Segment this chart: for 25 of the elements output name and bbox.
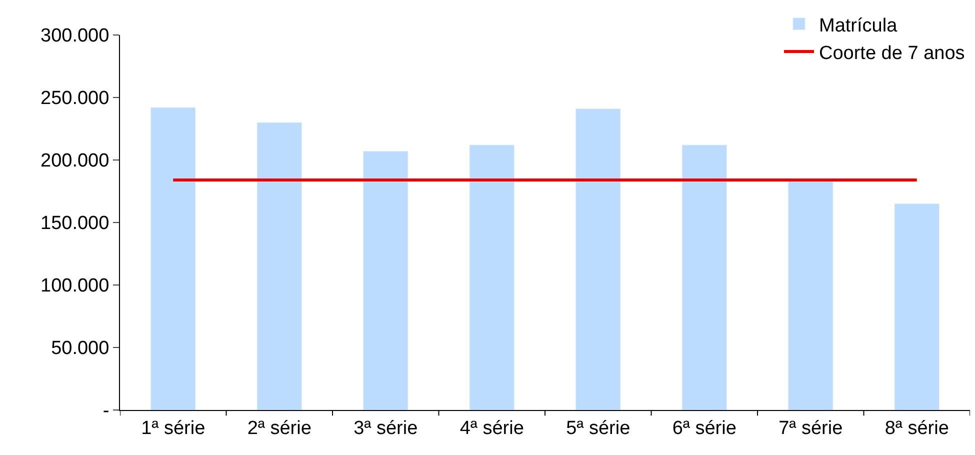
bar [576, 108, 621, 410]
bar [469, 144, 514, 410]
y-tick-label: 250.000 [40, 88, 110, 110]
x-tick-label: 8ª série [884, 418, 949, 439]
bar [150, 107, 196, 410]
x-tick-label: 7ª série [778, 418, 843, 439]
bar [363, 151, 408, 410]
bar [682, 144, 727, 410]
y-tick-label: 100.000 [40, 276, 110, 297]
x-tick-label: 2ª série [247, 418, 312, 439]
y-tick-label: 200.000 [40, 150, 110, 172]
bar [256, 122, 302, 410]
y-tick-label: - [102, 400, 110, 422]
x-tick-label: 4ª série [460, 418, 524, 439]
x-tick-label: 3ª série [354, 418, 418, 439]
y-tick-label: 300.000 [40, 26, 110, 47]
x-tick-label: 1ª série [141, 418, 206, 439]
x-tick-label: 6ª série [672, 418, 736, 439]
bar [788, 180, 834, 410]
y-tick-label: 150.000 [40, 213, 110, 234]
x-tick-label: 5ª série [566, 418, 630, 439]
legend-label: Coorte de 7 anos [819, 42, 965, 64]
legend-label: Matrícula [819, 15, 898, 36]
y-tick-label: 50.000 [51, 338, 110, 360]
bar [894, 204, 940, 410]
